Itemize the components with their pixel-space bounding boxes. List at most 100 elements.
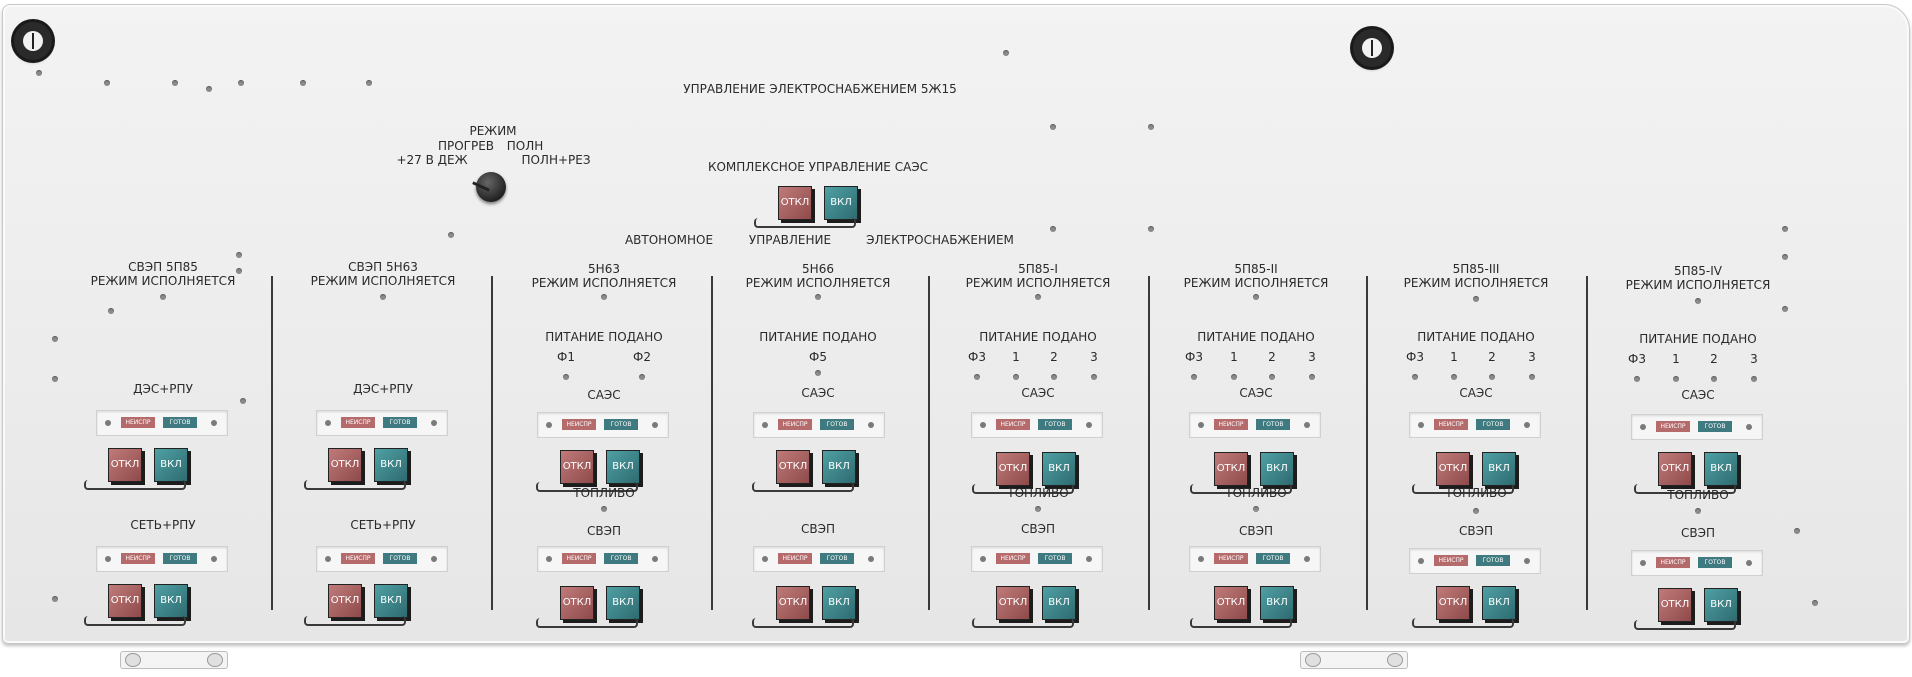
fault-lamp: НЕИСПР: [562, 419, 596, 430]
group2-off-button[interactable]: ОТКЛ: [996, 586, 1030, 620]
group2-on-button[interactable]: ВКЛ: [374, 584, 408, 618]
phase-lamp: [563, 374, 569, 380]
group2-off-button[interactable]: ОТКЛ: [1436, 586, 1470, 620]
button-guard: [972, 618, 1074, 628]
group1-off-button[interactable]: ОТКЛ: [560, 450, 594, 484]
group1-off-button[interactable]: ОТКЛ: [1214, 452, 1248, 486]
mode-position-warmup: ПРОГРЕВ: [437, 139, 495, 153]
power-label: ПИТАНИЕ ПОДАНО: [1639, 332, 1757, 346]
strip-screw: [325, 556, 331, 562]
complex-on-button[interactable]: ВКЛ: [824, 186, 858, 220]
group1-on-button[interactable]: ВКЛ: [1482, 452, 1516, 486]
mount-hole: [206, 86, 212, 92]
ready-lamp: ГОТОВ: [820, 553, 854, 564]
strip-screw: [1304, 422, 1310, 428]
mount-hole: [1050, 124, 1056, 130]
fuel-label: ТОПЛИВО: [1445, 486, 1507, 500]
phase-lamp: [1451, 374, 1457, 380]
fault-lamp: НЕИСПР: [1434, 419, 1468, 430]
section-name: 5П85-IV: [1673, 264, 1723, 278]
mount-hole: [448, 232, 454, 238]
complex-off-button[interactable]: ОТКЛ: [778, 186, 812, 220]
group2-on-button[interactable]: ВКЛ: [1042, 586, 1076, 620]
mode-selector-knob[interactable]: [476, 172, 506, 202]
section-status: РЕЖИМ ИСПОЛНЯЕТСЯ: [1403, 276, 1549, 290]
fuel-label: ТОПЛИВО: [1225, 486, 1287, 500]
ready-lamp: ГОТОВ: [604, 553, 638, 564]
group2-label: СЕТЬ+РПУ: [350, 518, 416, 532]
group1-on-button[interactable]: ВКЛ: [1704, 452, 1738, 486]
group2-off-button[interactable]: ОТКЛ: [776, 586, 810, 620]
group2-on-button[interactable]: ВКЛ: [822, 586, 856, 620]
phase-label: 1: [1450, 350, 1458, 364]
section-name: 5П85-III: [1452, 262, 1500, 276]
button-guard: [84, 616, 186, 626]
group1-off-button[interactable]: ОТКЛ: [1436, 452, 1470, 486]
mount-hole: [1148, 226, 1154, 232]
group1-on-button[interactable]: ВКЛ: [374, 448, 408, 482]
button-guard: [754, 218, 856, 228]
fuel-lamp: [1695, 508, 1701, 514]
group2-on-button[interactable]: ВКЛ: [1704, 588, 1738, 622]
fuel-label: ТОПЛИВО: [1667, 488, 1729, 502]
group1-off-button[interactable]: ОТКЛ: [328, 448, 362, 482]
mode-selector-caption: РЕЖИМ: [469, 124, 517, 138]
mode-position-full-reserve: ПОЛН+РЕЗ: [521, 153, 591, 167]
status-lamp: [601, 294, 607, 300]
section-status: РЕЖИМ ИСПОЛНЯЕТСЯ: [531, 276, 677, 290]
ready-lamp: ГОТОВ: [1698, 421, 1732, 432]
group1-on-button[interactable]: ВКЛ: [1042, 452, 1076, 486]
fuel-label: ТОПЛИВО: [573, 486, 635, 500]
group1-on-button[interactable]: ВКЛ: [154, 448, 188, 482]
group1-off-button[interactable]: ОТКЛ: [1658, 452, 1692, 486]
ready-lamp: ГОТОВ: [383, 417, 417, 428]
group2-off-button[interactable]: ОТКЛ: [1214, 586, 1248, 620]
group1-off-button[interactable]: ОТКЛ: [996, 452, 1030, 486]
button-guard: [752, 618, 854, 628]
group2-off-button[interactable]: ОТКЛ: [108, 584, 142, 618]
indicator-strip: НЕИСПР ГОТОВ: [316, 410, 448, 436]
fault-lamp: НЕИСПР: [121, 417, 155, 428]
section-divider: [491, 276, 493, 610]
mounting-screw-left-icon: [14, 22, 52, 60]
ready-lamp: ГОТОВ: [1038, 553, 1072, 564]
power-label: ПИТАНИЕ ПОДАНО: [545, 330, 663, 344]
group1-on-button[interactable]: ВКЛ: [822, 450, 856, 484]
group2-off-button[interactable]: ОТКЛ: [328, 584, 362, 618]
mount-hole: [1050, 226, 1056, 232]
fuel-label: ТОПЛИВО: [1007, 486, 1069, 500]
fault-lamp: НЕИСПР: [121, 553, 155, 564]
phase-label: 2: [1050, 350, 1058, 364]
phase-label: 1: [1012, 350, 1020, 364]
fault-lamp: НЕИСПР: [1214, 553, 1248, 564]
group2-on-button[interactable]: ВКЛ: [1260, 586, 1294, 620]
ready-lamp: ГОТОВ: [1256, 419, 1290, 430]
phase-lamp: [1529, 374, 1535, 380]
button-guard: [752, 482, 854, 492]
group2-on-button[interactable]: ВКЛ: [1482, 586, 1516, 620]
ready-lamp: ГОТОВ: [820, 419, 854, 430]
group2-on-button[interactable]: ВКЛ: [606, 586, 640, 620]
group2-buttons: ОТКЛ ВКЛ: [748, 586, 858, 630]
phase-label: Ф5: [809, 350, 827, 364]
group1-buttons: ОТКЛ ВКЛ: [1408, 452, 1518, 496]
group1-label: САЭС: [587, 388, 621, 402]
group1-off-button[interactable]: ОТКЛ: [108, 448, 142, 482]
group1-off-button[interactable]: ОТКЛ: [776, 450, 810, 484]
indicator-strip: НЕИСПР ГОТОВ: [1631, 550, 1763, 576]
fault-lamp: НЕИСПР: [778, 553, 812, 564]
group1-on-button[interactable]: ВКЛ: [1260, 452, 1294, 486]
ready-lamp: ГОТОВ: [163, 553, 197, 564]
phase-label: 3: [1750, 352, 1758, 366]
mount-hole: [366, 80, 372, 86]
mount-hole: [108, 308, 114, 314]
group2-off-button[interactable]: ОТКЛ: [1658, 588, 1692, 622]
mount-hole: [52, 336, 58, 342]
phase-label: Ф2: [633, 350, 651, 364]
group2-off-button[interactable]: ОТКЛ: [560, 586, 594, 620]
group2-buttons: ОТКЛ ВКЛ: [80, 584, 190, 628]
group2-on-button[interactable]: ВКЛ: [154, 584, 188, 618]
group1-on-button[interactable]: ВКЛ: [606, 450, 640, 484]
section-name: 5Н66: [802, 262, 834, 276]
phase-label: 2: [1710, 352, 1718, 366]
